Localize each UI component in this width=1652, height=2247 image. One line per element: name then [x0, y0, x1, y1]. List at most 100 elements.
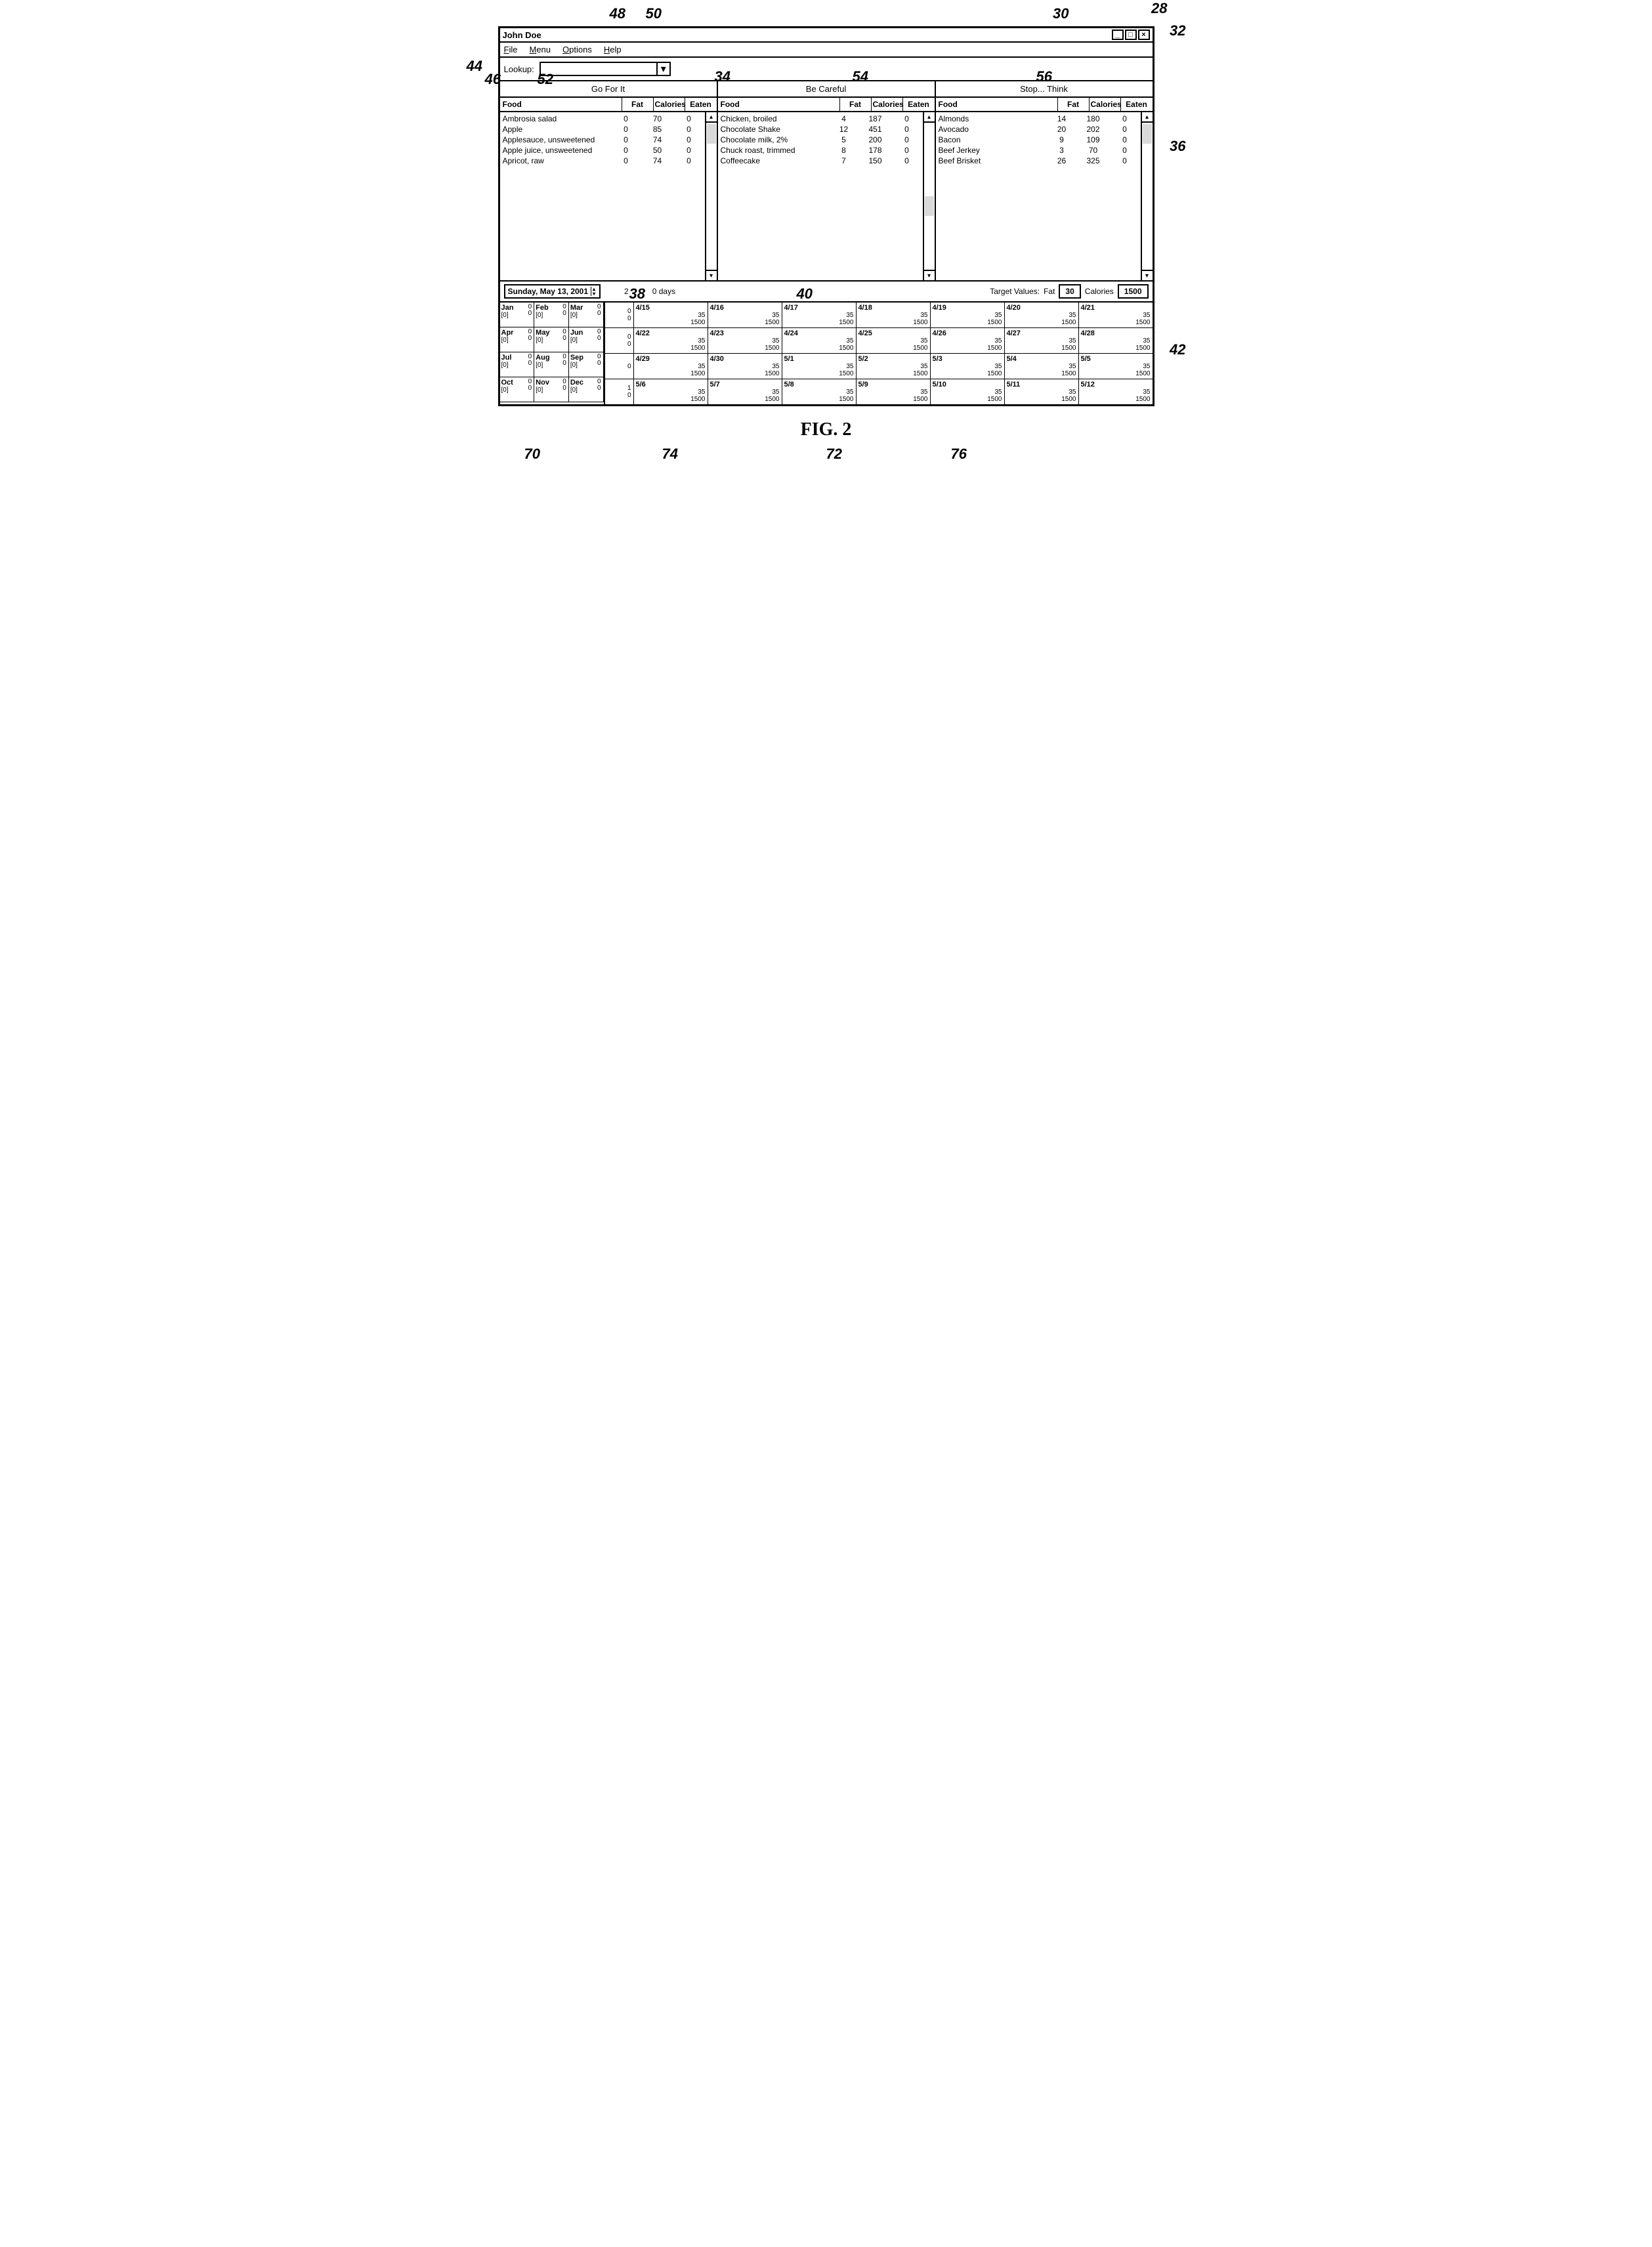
- day-cell[interactable]: 5/8351500: [782, 379, 857, 404]
- food-list-2[interactable]: Chicken, broiled41870Chocolate Shake1245…: [718, 112, 923, 280]
- dropdown-icon[interactable]: ▾: [656, 63, 669, 75]
- month-cell[interactable]: 00Mar[0]: [569, 303, 604, 327]
- day-cell[interactable]: 5/4351500: [1005, 354, 1079, 379]
- food-row[interactable]: Chuck roast, trimmed81780: [718, 145, 923, 156]
- date-picker[interactable]: Sunday, May 13, 2001 ▴▾: [504, 284, 601, 299]
- day-cell[interactable]: 5/12351500: [1079, 379, 1153, 404]
- day-cell[interactable]: 5/2351500: [857, 354, 931, 379]
- month-cell[interactable]: 00Jul[0]: [500, 352, 535, 377]
- lookup-row: Lookup: ▾: [500, 58, 1153, 81]
- ref-28: 28: [1151, 0, 1167, 17]
- food-row[interactable]: Avocado202020: [936, 124, 1141, 135]
- month-cell[interactable]: 00Oct[0]: [500, 377, 535, 402]
- food-panel-1: Food Fat Calories Eaten Ambrosia salad07…: [500, 98, 718, 280]
- col-calories: Calories: [654, 98, 685, 111]
- food-row[interactable]: Beef Jerkey3700: [936, 145, 1141, 156]
- day-cell[interactable]: 4/23351500: [708, 328, 782, 353]
- food-row[interactable]: Applesauce, unsweetened0740: [500, 135, 705, 145]
- scroll-down-icon[interactable]: ▾: [706, 270, 717, 280]
- ref-36: 36: [1170, 138, 1185, 155]
- day-cell[interactable]: 4/28351500: [1079, 328, 1153, 353]
- day-cell[interactable]: 5/1351500: [782, 354, 857, 379]
- scrollbar[interactable]: ▴ ▾: [705, 112, 717, 280]
- days-panel: 004/153515004/163515004/173515004/183515…: [605, 303, 1153, 404]
- day-cell[interactable]: 4/16351500: [708, 303, 782, 327]
- food-row[interactable]: Bacon91090: [936, 135, 1141, 145]
- date-spinner[interactable]: ▴▾: [591, 287, 597, 296]
- day-cell[interactable]: 4/30351500: [708, 354, 782, 379]
- month-cell[interactable]: 00May[0]: [534, 327, 569, 352]
- month-cell[interactable]: 00Sep[0]: [569, 352, 604, 377]
- day-cell[interactable]: 4/15351500: [634, 303, 708, 327]
- scroll-up-icon[interactable]: ▴: [1142, 112, 1153, 123]
- scroll-down-icon[interactable]: ▾: [924, 270, 935, 280]
- day-cell[interactable]: 5/5351500: [1079, 354, 1153, 379]
- food-row[interactable]: Beef Brisket263250: [936, 156, 1141, 166]
- month-cell[interactable]: 00Aug[0]: [534, 352, 569, 377]
- scrollbar[interactable]: ▴ ▾: [923, 112, 935, 280]
- food-list-1[interactable]: Ambrosia salad0700Apple0850Applesauce, u…: [500, 112, 705, 280]
- lookup-combobox[interactable]: ▾: [540, 62, 671, 76]
- day-cell[interactable]: 4/17351500: [782, 303, 857, 327]
- target-cal-input[interactable]: 1500: [1118, 284, 1149, 299]
- menu-file[interactable]: File: [504, 45, 518, 54]
- ref-74: 74: [662, 446, 678, 463]
- ref-50: 50: [646, 5, 662, 22]
- day-cell[interactable]: 4/29351500: [634, 354, 708, 379]
- day-cell[interactable]: 5/11351500: [1005, 379, 1079, 404]
- day-cell[interactable]: 4/20351500: [1005, 303, 1079, 327]
- day-cell[interactable]: 4/24351500: [782, 328, 857, 353]
- food-row[interactable]: Almonds141800: [936, 114, 1141, 124]
- close-button[interactable]: ×: [1138, 30, 1150, 40]
- day-cell[interactable]: 4/19351500: [931, 303, 1005, 327]
- day-cell[interactable]: 4/22351500: [634, 328, 708, 353]
- day-cell[interactable]: 4/26351500: [931, 328, 1005, 353]
- scroll-down-icon[interactable]: ▾: [1142, 270, 1153, 280]
- target-label: Target Values:: [990, 287, 1040, 296]
- menu-help[interactable]: Help: [604, 45, 622, 54]
- summary-days: 0 days: [652, 287, 675, 296]
- scroll-up-icon[interactable]: ▴: [924, 112, 935, 123]
- day-cell[interactable]: 4/21351500: [1079, 303, 1153, 327]
- row-head: 10: [605, 379, 634, 404]
- month-cell[interactable]: 00Apr[0]: [500, 327, 535, 352]
- day-cell[interactable]: 5/10351500: [931, 379, 1005, 404]
- food-row[interactable]: Apricot, raw0740: [500, 156, 705, 166]
- food-row[interactable]: Ambrosia salad0700: [500, 114, 705, 124]
- category-be-careful: Be Careful: [718, 81, 936, 96]
- day-cell[interactable]: 4/27351500: [1005, 328, 1079, 353]
- food-row[interactable]: Chicken, broiled41870: [718, 114, 923, 124]
- food-row[interactable]: Chocolate Shake124510: [718, 124, 923, 135]
- ref-54: 54: [853, 68, 868, 85]
- food-row[interactable]: Apple0850: [500, 124, 705, 135]
- target-fat-input[interactable]: 30: [1059, 284, 1080, 299]
- day-cell[interactable]: 4/18351500: [857, 303, 931, 327]
- month-cell[interactable]: 00Nov[0]: [534, 377, 569, 402]
- menu-options[interactable]: Options: [562, 45, 592, 54]
- ref-70: 70: [524, 446, 540, 463]
- food-row[interactable]: Coffeecake71500: [718, 156, 923, 166]
- app-window: John Doe _ □ × File Menu Options Help Lo…: [498, 26, 1154, 406]
- col-fat: Fat: [622, 98, 654, 111]
- scrollbar[interactable]: ▴ ▾: [1141, 112, 1153, 280]
- month-cell[interactable]: 00Dec[0]: [569, 377, 604, 402]
- day-cell[interactable]: 5/9351500: [857, 379, 931, 404]
- food-row[interactable]: Apple juice, unsweetened0500: [500, 145, 705, 156]
- minimize-button[interactable]: _: [1112, 30, 1124, 40]
- month-cell[interactable]: 00Jan[0]: [500, 303, 535, 327]
- month-cell[interactable]: 00Feb[0]: [534, 303, 569, 327]
- ref-46: 46: [485, 71, 501, 88]
- food-row[interactable]: Chocolate milk, 2%52000: [718, 135, 923, 145]
- lookup-label: Lookup:: [504, 64, 534, 74]
- food-panels: Food Fat Calories Eaten Ambrosia salad07…: [500, 98, 1153, 282]
- month-cell[interactable]: 00Jun[0]: [569, 327, 604, 352]
- menu-menu[interactable]: Menu: [529, 45, 551, 54]
- day-cell[interactable]: 5/6351500: [634, 379, 708, 404]
- day-cell[interactable]: 4/25351500: [857, 328, 931, 353]
- scroll-up-icon[interactable]: ▴: [706, 112, 717, 123]
- menubar: File Menu Options Help: [500, 43, 1153, 58]
- day-cell[interactable]: 5/7351500: [708, 379, 782, 404]
- food-list-3[interactable]: Almonds141800Avocado202020Bacon91090Beef…: [936, 112, 1141, 280]
- day-cell[interactable]: 5/3351500: [931, 354, 1005, 379]
- maximize-button[interactable]: □: [1125, 30, 1137, 40]
